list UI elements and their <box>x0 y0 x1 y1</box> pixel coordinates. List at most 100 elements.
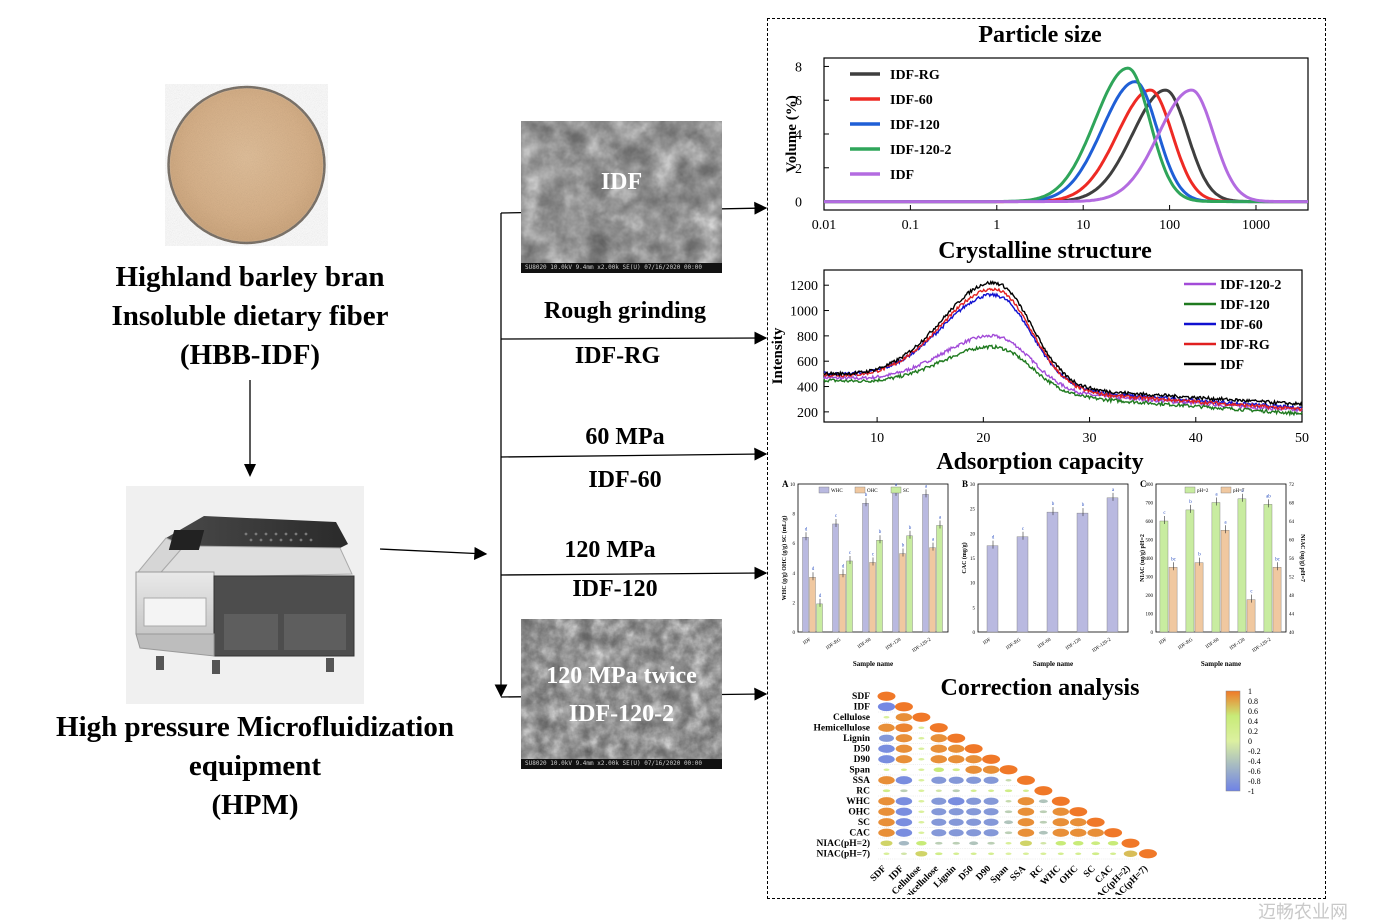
row-label: WHC <box>846 797 870 807</box>
corr-cell <box>918 831 925 834</box>
corr-cell <box>895 828 913 837</box>
sig-letter: a <box>1241 489 1244 494</box>
corr-cell <box>916 840 927 846</box>
colorbar-tick-label: 1 <box>1248 687 1252 696</box>
row-label: SDF <box>852 692 870 702</box>
corr-cell <box>1091 841 1101 846</box>
sig-letter: c <box>1163 511 1166 516</box>
bar-ph=7 <box>1194 562 1204 633</box>
bar-ph=2 <box>1185 509 1195 633</box>
sig-letter: ab <box>1266 494 1271 499</box>
idf-120-label: IDF-120 <box>572 576 658 602</box>
y-tick-label: 8 <box>793 513 796 518</box>
legend-swatch <box>818 486 830 494</box>
corr-cell <box>1005 800 1012 803</box>
corr-cell <box>952 768 960 772</box>
corr-cell <box>918 747 925 750</box>
corr-cell <box>878 776 895 785</box>
colorbar <box>1225 690 1241 792</box>
x-tick-label: 30 <box>1083 431 1097 446</box>
sig-letter: d <box>842 564 845 569</box>
col-label: D50 <box>957 864 976 883</box>
corr-cell <box>987 841 995 845</box>
sig-letter: c <box>1250 590 1253 595</box>
correlation-heatmap: SDFSDFIDFIDFCelluloseCelluloseHemicellul… <box>814 687 1261 895</box>
corr-cell <box>1040 842 1047 845</box>
y-tick-label: 5 <box>973 606 976 611</box>
y2-tick-label: 48 <box>1289 594 1295 599</box>
corr-cell <box>930 755 948 764</box>
x-tick-label: IDF-120-2 <box>912 637 933 654</box>
x-tick-label: IDF-120 <box>885 637 902 651</box>
legend-swatch <box>1220 486 1232 494</box>
corr-cell <box>983 808 999 816</box>
corr-cell <box>982 765 1000 774</box>
y-tick-label: 25 <box>970 508 976 513</box>
y-tick-label: 15 <box>970 557 976 562</box>
row-label: Hemicellulose <box>814 723 870 733</box>
y2-tick-label: 56 <box>1289 557 1295 562</box>
sig-letter: b <box>902 544 905 549</box>
corr-cell <box>931 818 947 826</box>
results-frame <box>767 18 1326 899</box>
legend-label: IDF-120 <box>890 118 940 133</box>
corr-cell <box>882 789 891 793</box>
legend-label: IDF-60 <box>1220 318 1263 333</box>
colorbar-tick-label: 0.8 <box>1248 697 1258 706</box>
corr-cell <box>1004 789 1013 793</box>
col-label: SSA <box>1009 864 1028 883</box>
sig-letter: a <box>932 538 935 543</box>
corr-cell <box>878 723 895 732</box>
bar-sc <box>936 525 943 633</box>
corr-cell <box>966 818 982 826</box>
corr-cell <box>883 852 890 855</box>
row-label: Span <box>849 765 870 775</box>
bar-cac <box>1046 511 1059 633</box>
sig-letter: a <box>895 483 898 488</box>
corr-cell <box>982 754 1001 764</box>
sem-scale-bar: SU8020 10.0kV 9.4mm x2.00k SE(U) 07/16/2… <box>521 263 722 273</box>
y2-tick-label: 72 <box>1289 483 1295 488</box>
x-axis-label: Sample name <box>1033 660 1073 668</box>
corr-cell <box>1040 852 1047 855</box>
crystalline-chart: 10 20 30 40 50 200 400 600 800 1000 1200 Intensity I… <box>770 269 1309 446</box>
x-tick-label: IDF-120 <box>1229 637 1246 651</box>
corr-cell <box>1052 828 1070 837</box>
panel-letter: A <box>782 479 789 489</box>
x-tick-label: IDF-60 <box>1205 637 1220 650</box>
corr-cell <box>930 744 948 753</box>
sig-letter: a <box>939 515 942 520</box>
corr-cell <box>918 737 925 740</box>
corr-cell <box>983 797 999 805</box>
legend-swatch <box>890 486 902 494</box>
col-label: OHC <box>1058 864 1080 886</box>
sig-letter: d <box>992 536 995 541</box>
corr-cell <box>931 829 947 837</box>
bar-whc <box>862 503 869 633</box>
bar-ohc <box>809 577 816 633</box>
y-tick-label: 0 <box>793 631 796 636</box>
legend-label: IDF-120-2 <box>890 143 951 158</box>
y-tick-label: 20 <box>970 532 976 537</box>
corr-cell <box>898 840 910 846</box>
y-tick-label: 6 <box>795 94 802 109</box>
x-tick-label: IDF-60 <box>857 637 872 650</box>
col-label: WHC <box>1039 864 1063 888</box>
xrd-line-idf-120-2 <box>823 333 1303 414</box>
y2-tick-label: 64 <box>1289 520 1295 525</box>
y-tick-label: 400 <box>1146 557 1154 562</box>
sig-letter: c <box>872 552 875 557</box>
legend-label: IDF-60 <box>890 93 933 108</box>
equipment-title-line-1: High pressure Microfluidization <box>56 711 454 743</box>
y-axis-label: WHC (g/g) OHC (g/g) SC (mL/g) <box>781 516 788 601</box>
corr-cell <box>900 789 908 793</box>
corr-cell <box>1138 849 1157 859</box>
sig-letter: d <box>805 527 808 532</box>
sem-image-idf-120-2: 120 MPa twice IDF-120-2 SU8020 10.0kV 9.… <box>521 619 722 769</box>
y-tick-label: 8 <box>795 60 802 75</box>
y-tick-label: 4 <box>793 572 796 577</box>
row-label: D50 <box>854 744 871 754</box>
p60-label: 60 MPa <box>585 424 665 450</box>
corr-cell <box>948 829 964 837</box>
corr-cell <box>878 818 895 827</box>
